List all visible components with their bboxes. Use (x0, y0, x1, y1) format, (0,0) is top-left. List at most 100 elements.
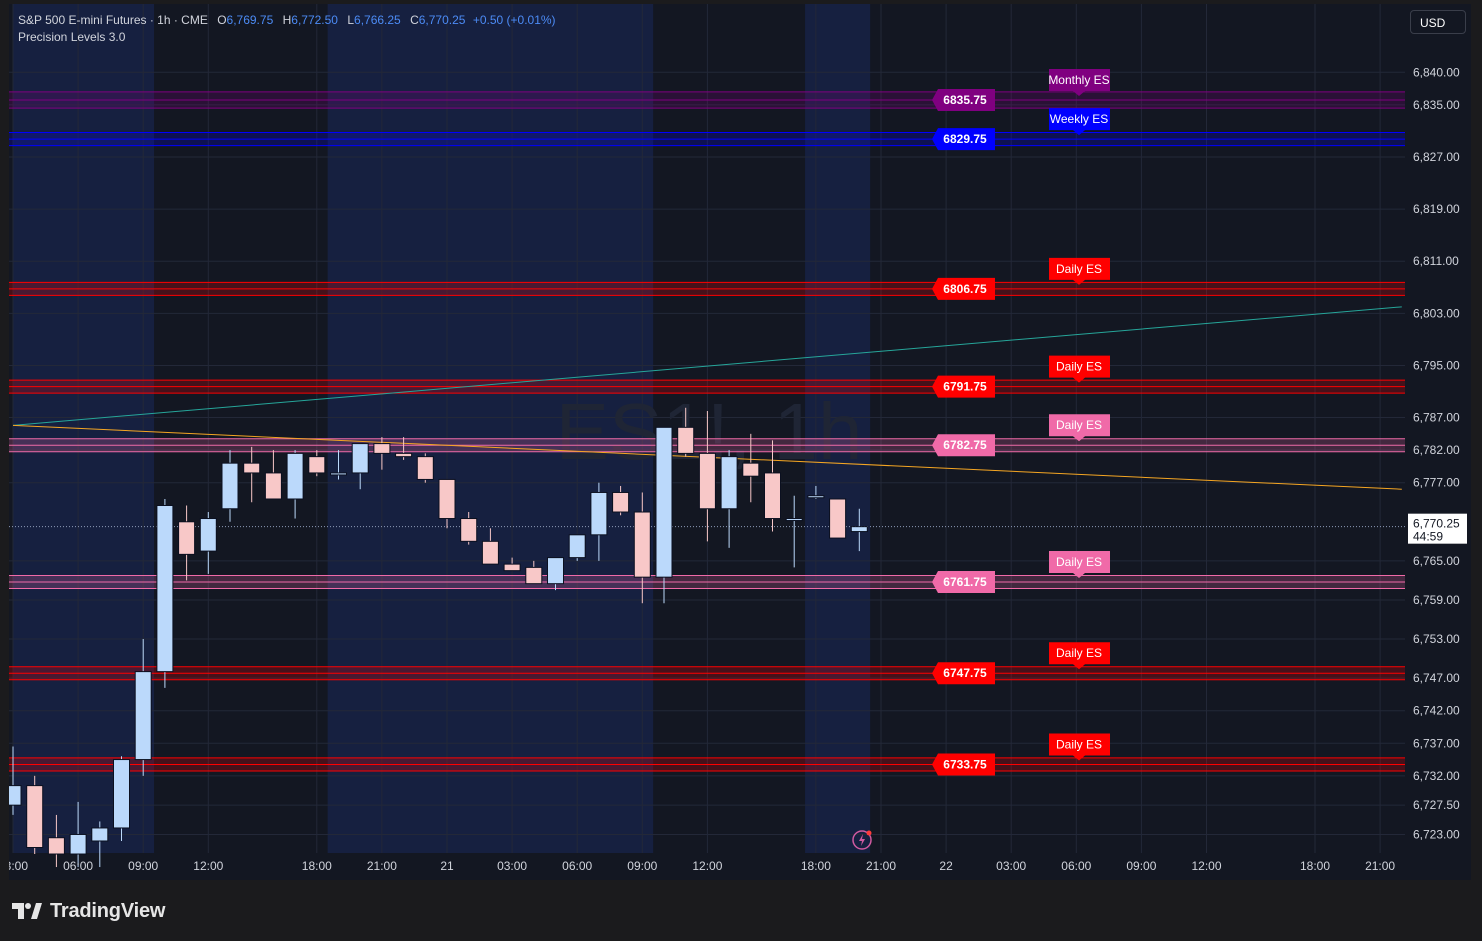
candle-body (525, 566, 543, 585)
level-name-text: Daily ES (1056, 360, 1102, 374)
y-tick-label: 6,782.00 (1413, 443, 1460, 457)
level-tag-group: 6835.75 Monthly ES (932, 68, 1110, 111)
candle (91, 821, 109, 868)
last-price-box (1408, 513, 1467, 544)
countdown-label: 44:59 (1413, 530, 1443, 544)
y-tick-label: 6,747.00 (1413, 671, 1460, 685)
candle-body (286, 452, 304, 500)
price-tag (932, 128, 995, 151)
change-value: +0.50 (+0.01%) (472, 13, 556, 27)
y-tick-label: 6,765.00 (1413, 554, 1460, 568)
level-name-text: Daily ES (1056, 262, 1102, 276)
candle (178, 505, 196, 581)
x-tick-label: 21:00 (1365, 859, 1395, 873)
candle (503, 557, 521, 572)
candle (590, 482, 608, 561)
level-tag-group: 6747.75 Daily ES (932, 642, 1110, 685)
x-tick-label: 09:00 (128, 859, 158, 873)
level-6829.75 (9, 132, 1405, 147)
level-name-text: Daily ES (1056, 555, 1102, 569)
level-tag-group: 6791.75 Daily ES (932, 355, 1110, 398)
level-tag-group: 6806.75 Daily ES (932, 257, 1110, 300)
x-tick-label: 03:00 (497, 859, 527, 873)
level-name-text: Monthly ES (1048, 73, 1109, 87)
level-name-tag (1049, 68, 1110, 96)
candle-body (113, 759, 130, 829)
level-name-tag (1049, 108, 1110, 136)
x-tick-label: 12:00 (692, 859, 722, 873)
candle-body (26, 785, 44, 848)
candle-body (742, 462, 760, 477)
close-key: C (410, 13, 419, 27)
candle-body (764, 472, 781, 520)
low-value: 6,766.25 (354, 13, 401, 27)
open-key: O (217, 13, 227, 27)
candle-body (829, 498, 847, 539)
candle (330, 450, 347, 480)
y-tick-label: 6,787.00 (1413, 411, 1460, 425)
candle-body (547, 557, 564, 585)
x-tick-label: 21:00 (367, 859, 397, 873)
candle-body (850, 526, 868, 533)
price-tag (932, 277, 995, 300)
y-axis: 6,840.00 6,835.00 6,827.00 6,819.00 6,811.00… (1413, 65, 1460, 841)
y-tick-label: 6,803.00 (1413, 306, 1460, 320)
symbol-title[interactable]: S&P 500 E-mini Futures · 1h · CME (18, 13, 208, 27)
candle-body (243, 462, 261, 474)
price-tag-text: 6806.75 (943, 282, 987, 296)
candle-body (351, 443, 369, 474)
chart-frame[interactable]: ES1!, 1h 6835.75 Monthly ES 6829.75 Weekly E… (9, 4, 1471, 880)
x-tick-label: 22 (939, 859, 953, 873)
indicator-title[interactable]: Precision Levels 3.0 (18, 30, 126, 44)
level-6791.75 (9, 379, 1405, 394)
level-name-tag (1049, 414, 1110, 442)
price-tag (932, 88, 995, 111)
candle-body (677, 426, 695, 454)
candle (677, 407, 695, 457)
x-tick-label: 03:00 (9, 859, 28, 873)
tradingview-icon (12, 903, 42, 919)
x-tick-label: 06:00 (1061, 859, 1091, 873)
candle (785, 495, 803, 568)
candle (568, 534, 586, 561)
y-tick-label: 6,737.00 (1413, 736, 1460, 750)
currency-button[interactable]: USD (1410, 10, 1466, 34)
x-tick-label: 18:00 (1300, 859, 1330, 873)
price-tag (932, 753, 995, 776)
candle-body (460, 518, 478, 542)
y-tick-label: 6,723.00 (1413, 827, 1460, 841)
trendline (12, 306, 1402, 426)
candle (764, 440, 781, 532)
price-tag-text: 6761.75 (943, 575, 987, 589)
level-6733.75 (9, 757, 1405, 772)
candle (69, 801, 87, 868)
level-6806.75 (9, 281, 1405, 296)
y-tick-label: 6,759.00 (1413, 593, 1460, 607)
x-tick-label: 06:00 (562, 859, 592, 873)
x-tick-label: 18:00 (302, 859, 332, 873)
candle-body (9, 785, 22, 806)
candle (416, 453, 434, 483)
price-tag-text: 6829.75 (943, 132, 987, 146)
price-tag-text: 6747.75 (943, 666, 987, 680)
candle-body (178, 521, 196, 555)
price-tag (932, 662, 995, 685)
candle (264, 450, 282, 500)
candle-body (47, 837, 65, 855)
candle-body (134, 671, 152, 761)
candle-body (438, 478, 456, 520)
candle (199, 512, 217, 574)
level-name-tag (1049, 257, 1110, 285)
level-name-text: Daily ES (1056, 646, 1102, 660)
tradingview-logo[interactable]: TradingView (12, 898, 165, 924)
price-tag (932, 434, 995, 457)
x-tick-label: 12:00 (1191, 859, 1221, 873)
level-tag-group: 6782.75 Daily ES (932, 414, 1110, 457)
lightning-icon[interactable] (852, 830, 872, 850)
candle (47, 814, 65, 868)
candle (525, 560, 543, 585)
candle-body (807, 495, 825, 499)
candle (547, 557, 564, 591)
candle (850, 508, 868, 552)
